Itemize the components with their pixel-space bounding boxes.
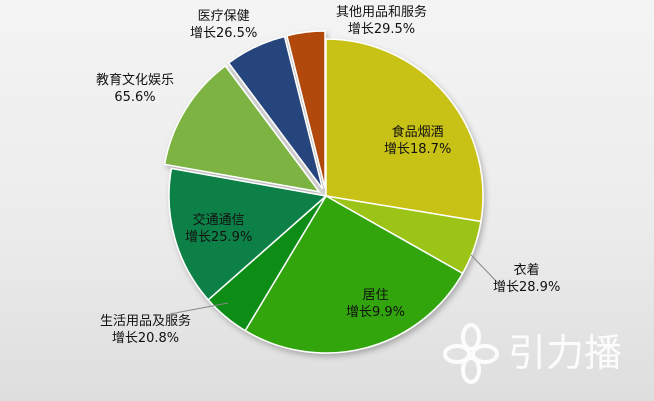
slice-category-label: 交通通信	[192, 213, 245, 228]
slice-label-clothing: 衣着 增长28.9%	[493, 262, 560, 296]
pie-slice	[163, 64, 321, 193]
slice-label-transport-communication: 交通通信 增长25.9%	[185, 212, 252, 246]
pie-slice	[325, 38, 484, 223]
slice-category-label: 其他用品和服务	[336, 5, 428, 20]
watermark-text: 引力播	[508, 331, 622, 375]
slice-label-healthcare: 医疗保健 增长26.5%	[190, 8, 257, 42]
slice-value-label: 增长18.7%	[384, 142, 452, 157]
watermark-logo: 引力播	[443, 323, 622, 384]
slice-label-education-culture: 教育文化娱乐 65.6%	[96, 72, 174, 106]
pie-slice	[168, 167, 328, 301]
slice-category-label: 食品烟酒	[391, 125, 444, 140]
slice-value-label: 增长20.8%	[111, 331, 180, 346]
slice-category-label: 居住	[362, 288, 389, 303]
slice-value-label: 增长29.5%	[347, 22, 416, 37]
flower-icon	[443, 323, 499, 384]
slice-value-label: 增长25.9%	[185, 230, 253, 245]
slice-value-label: 65.6%	[114, 90, 156, 105]
slice-label-other-goods: 其他用品和服务 增长29.5%	[336, 4, 427, 38]
slice-label-housing: 居住 增长9.9%	[346, 287, 405, 321]
slice-category-label: 衣着	[513, 263, 540, 278]
slice-value-label: 增长28.9%	[493, 280, 561, 295]
pie-slice	[244, 194, 464, 354]
slice-label-food-tobacco: 食品烟酒 增长18.7%	[384, 124, 451, 158]
slice-category-label: 生活用品及服务	[100, 314, 192, 329]
pie-slice	[227, 35, 324, 190]
slice-category-label: 医疗保健	[197, 9, 250, 24]
slice-category-label: 教育文化娱乐	[96, 73, 175, 88]
slice-value-label: 增长26.5%	[190, 26, 258, 41]
pie-slice	[286, 30, 326, 189]
leader-line	[470, 254, 499, 284]
slice-value-label: 增长9.9%	[346, 305, 406, 320]
leader-line	[169, 302, 229, 315]
slice-label-household-goods: 生活用品及服务 增长20.8%	[100, 313, 191, 347]
